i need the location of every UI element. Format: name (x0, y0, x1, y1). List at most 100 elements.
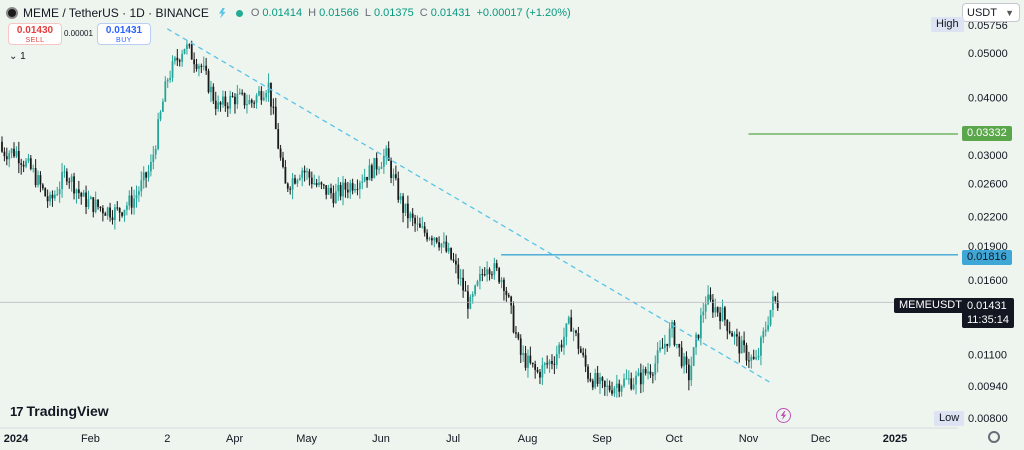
lightning-icon[interactable] (219, 7, 226, 19)
chevron-down-icon: ▼ (1005, 8, 1014, 18)
candle (675, 343, 678, 349)
y-axis[interactable]: 0.05756 0.05000 0.04000 0.03000 0.02600 0.022… (968, 20, 1008, 425)
candle-body (582, 352, 585, 356)
candle (157, 112, 160, 151)
bar-countdown: 11:35:14 (967, 314, 1010, 326)
candle-body (125, 205, 128, 210)
candle (296, 178, 299, 187)
candle-body (80, 192, 83, 197)
candle (548, 359, 551, 373)
buy-label: BUY (116, 37, 132, 44)
candle (570, 309, 573, 332)
candle-body (342, 182, 344, 197)
candle (315, 178, 318, 188)
x-axis[interactable]: 2024 Feb 2 Apr May Jun Jul Aug Sep Oct Nov Dec 2025 (0, 427, 958, 445)
candle-body (390, 160, 392, 179)
candle-body (558, 344, 561, 354)
market-status-dot-icon[interactable] (235, 9, 243, 17)
candle-body (318, 182, 320, 186)
change-value: +0.00017 (+1.20%) (476, 7, 571, 19)
candle (589, 372, 592, 383)
candle (51, 190, 54, 207)
buy-button[interactable]: 0.01431 BUY (97, 23, 151, 45)
candle (402, 193, 404, 223)
candle (246, 94, 248, 114)
candle-body (531, 362, 534, 365)
candle-body (15, 150, 18, 157)
candle (776, 292, 779, 311)
candle-body (274, 106, 277, 130)
candle (755, 349, 758, 361)
candle-body (253, 102, 256, 104)
blue-level-tag[interactable]: 0.01816 (962, 250, 1012, 265)
indicator-collapse-toggle[interactable]: ⌄ 1 (9, 51, 26, 62)
candle-body (1, 141, 3, 152)
candle (205, 57, 208, 75)
gear-icon[interactable] (988, 431, 1000, 443)
candle-body (673, 322, 676, 346)
candle (450, 247, 453, 261)
candle (222, 90, 224, 108)
candle (721, 299, 724, 322)
tradingview-logo[interactable]: 17 TradingView (10, 403, 109, 419)
currency-selector[interactable]: USDT ▼ (962, 3, 1020, 22)
candle-body (483, 274, 486, 276)
x-tick-label: Aug (518, 433, 538, 445)
candle-body (584, 355, 587, 367)
candle (358, 180, 361, 199)
candle-body (541, 365, 544, 378)
candle-body (740, 340, 743, 354)
candle (382, 148, 385, 174)
candle-body (675, 343, 678, 346)
sell-button[interactable]: 0.01430 SELL (8, 23, 62, 45)
candle (618, 379, 621, 398)
candle-body (135, 194, 138, 199)
candle (584, 348, 587, 373)
candle (330, 183, 332, 199)
candle-body (438, 242, 440, 248)
candle (142, 166, 145, 189)
candle (363, 168, 366, 183)
candle-body (623, 378, 625, 387)
candle-body (22, 164, 25, 167)
candle (337, 177, 340, 201)
candle (243, 92, 246, 109)
candle (17, 141, 20, 174)
candle (563, 327, 565, 355)
candle-body (755, 357, 758, 359)
candle-body (546, 363, 549, 365)
candle-body (548, 361, 551, 365)
candle-body (406, 203, 409, 219)
candle-body (89, 197, 92, 200)
candle (65, 168, 68, 186)
candle-body (70, 176, 73, 182)
candle-body (258, 90, 260, 96)
candle-body (435, 237, 438, 243)
candle-body (181, 53, 184, 62)
candle (529, 346, 532, 365)
symbol-title[interactable]: MEME / TetherUS · 1D · BINANCE (23, 6, 209, 20)
candle (392, 168, 395, 186)
flash-icon[interactable] (776, 408, 791, 423)
candle-body (193, 59, 196, 65)
candle (121, 211, 123, 218)
candle (500, 277, 503, 289)
candle (303, 165, 306, 182)
candle (351, 178, 354, 195)
candle-body (368, 165, 371, 181)
green-level-tag[interactable]: 0.03332 (962, 126, 1012, 141)
candle-body (462, 277, 465, 291)
candle-body (553, 363, 556, 365)
candle-body (423, 226, 426, 233)
candle (543, 361, 546, 374)
candle (231, 92, 234, 98)
candle-body (378, 168, 380, 170)
candle (262, 91, 265, 102)
candle (368, 158, 371, 181)
high-value: 0.01566 (319, 7, 359, 19)
candle (731, 330, 733, 337)
trendline[interactable] (166, 28, 773, 385)
candle-body (157, 119, 160, 149)
candle-body (416, 223, 419, 225)
